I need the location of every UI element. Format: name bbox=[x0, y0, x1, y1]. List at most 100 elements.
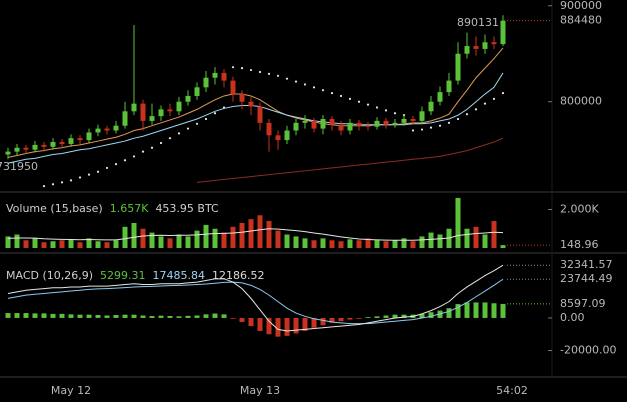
volume-bar bbox=[293, 236, 299, 248]
last-value-label: 884480 bbox=[560, 14, 602, 27]
macd-histogram-bar bbox=[284, 317, 290, 336]
macd-histogram-bar bbox=[185, 315, 191, 318]
sar-dot bbox=[285, 77, 289, 80]
candle-body bbox=[491, 42, 497, 45]
volume-bar bbox=[32, 238, 38, 248]
macd-readout: 17485.84 bbox=[153, 269, 206, 282]
volume-bar bbox=[473, 226, 479, 248]
sar-dot bbox=[132, 155, 136, 158]
candle-body bbox=[131, 103, 137, 112]
candle-body bbox=[221, 72, 227, 81]
macd-histogram-bar bbox=[428, 312, 434, 318]
sar-dot bbox=[114, 162, 118, 166]
volume-bar bbox=[482, 234, 488, 248]
candle-body bbox=[410, 118, 416, 121]
macd-histogram-bar bbox=[68, 314, 74, 318]
volume-bar bbox=[392, 240, 398, 248]
volume-bar bbox=[104, 242, 110, 248]
volume-bar bbox=[149, 232, 155, 248]
macd-histogram-bar bbox=[41, 313, 47, 318]
candle-body bbox=[122, 111, 128, 126]
volume-title: Volume (15,base) bbox=[6, 202, 103, 215]
sar-dot bbox=[384, 109, 388, 112]
macd-histogram-bar bbox=[320, 317, 326, 326]
sar-dot bbox=[411, 129, 415, 132]
sar-dot bbox=[420, 128, 424, 131]
macd-histogram-bar bbox=[230, 317, 236, 319]
candle-body bbox=[50, 142, 56, 147]
volume-bar bbox=[410, 241, 416, 248]
sar-dot bbox=[213, 112, 217, 115]
volume-bar bbox=[77, 242, 83, 248]
candle-body bbox=[383, 120, 389, 125]
macd-histogram-bar bbox=[473, 302, 479, 318]
macd-histogram-bar bbox=[32, 313, 38, 318]
macd-histogram-bar bbox=[356, 317, 362, 319]
volume-bar bbox=[356, 240, 362, 248]
volume-bar bbox=[266, 221, 272, 248]
macd-histogram-bar bbox=[149, 315, 155, 318]
macd-histogram-bar bbox=[329, 317, 335, 323]
sar-dot bbox=[357, 100, 361, 103]
macd-histogram-bar bbox=[86, 314, 92, 318]
macd-histogram-bar bbox=[158, 315, 164, 318]
candle-body bbox=[374, 120, 380, 127]
volume-bar bbox=[491, 221, 497, 248]
candle-body bbox=[68, 138, 74, 144]
candle-body bbox=[86, 132, 92, 141]
macd-histogram-bar bbox=[293, 317, 299, 334]
y-tick-label: 800000 bbox=[560, 95, 602, 108]
volume-bar bbox=[275, 230, 281, 248]
candle-body bbox=[329, 118, 335, 125]
macd-histogram-bar bbox=[347, 317, 353, 320]
volume-bar bbox=[248, 219, 254, 248]
y-tick-label: 2.000K bbox=[560, 202, 599, 215]
macd-histogram-bar bbox=[131, 314, 137, 318]
volume-header: Volume (15,base) 1.657K 453.95 BTC bbox=[6, 202, 219, 215]
macd-histogram-bar bbox=[14, 313, 20, 318]
candle-body bbox=[446, 80, 452, 93]
sar-dot bbox=[267, 72, 271, 75]
last-value-label: 23744.49 bbox=[560, 272, 613, 285]
last-value-label: 32341.57 bbox=[560, 258, 613, 271]
candle-body bbox=[464, 46, 470, 54]
volume-bar bbox=[230, 226, 236, 248]
volume-bar bbox=[158, 236, 164, 248]
volume-bar bbox=[59, 240, 65, 248]
sar-dot bbox=[42, 185, 46, 188]
macd-histogram-bar bbox=[383, 315, 389, 318]
volume-bar bbox=[437, 234, 443, 248]
sar-dot bbox=[258, 70, 262, 74]
sar-dot bbox=[465, 113, 469, 116]
volume-bar bbox=[14, 234, 20, 248]
macd-histogram-bar bbox=[257, 317, 263, 331]
sar-dot bbox=[78, 176, 82, 179]
macd-histogram-bar bbox=[50, 313, 56, 318]
volume-readout: 1.657K bbox=[110, 202, 149, 215]
volume-bar bbox=[194, 230, 200, 248]
candle-body bbox=[275, 135, 281, 141]
volume-bar bbox=[41, 242, 47, 248]
sar-dot bbox=[483, 102, 487, 105]
volume-bar bbox=[131, 222, 137, 248]
candle-body bbox=[284, 130, 290, 141]
volume-bar bbox=[50, 241, 56, 248]
candle-body bbox=[428, 101, 434, 112]
volume-bar bbox=[419, 236, 425, 248]
moving-average bbox=[196, 137, 504, 183]
candle-body bbox=[14, 147, 20, 152]
sar-dot bbox=[204, 117, 208, 121]
candle-body bbox=[482, 42, 488, 49]
volume-bar bbox=[212, 228, 218, 248]
macd-histogram-bar bbox=[140, 315, 146, 318]
volume-bar bbox=[374, 240, 380, 248]
macd-histogram-bar bbox=[464, 302, 470, 318]
macd-histogram-bar bbox=[248, 317, 254, 327]
sar-dot bbox=[321, 89, 325, 92]
candle-body bbox=[176, 101, 182, 112]
macd-title: MACD (10,26,9) bbox=[6, 269, 93, 282]
volume-bar bbox=[428, 232, 434, 248]
volume-bar bbox=[68, 239, 74, 248]
